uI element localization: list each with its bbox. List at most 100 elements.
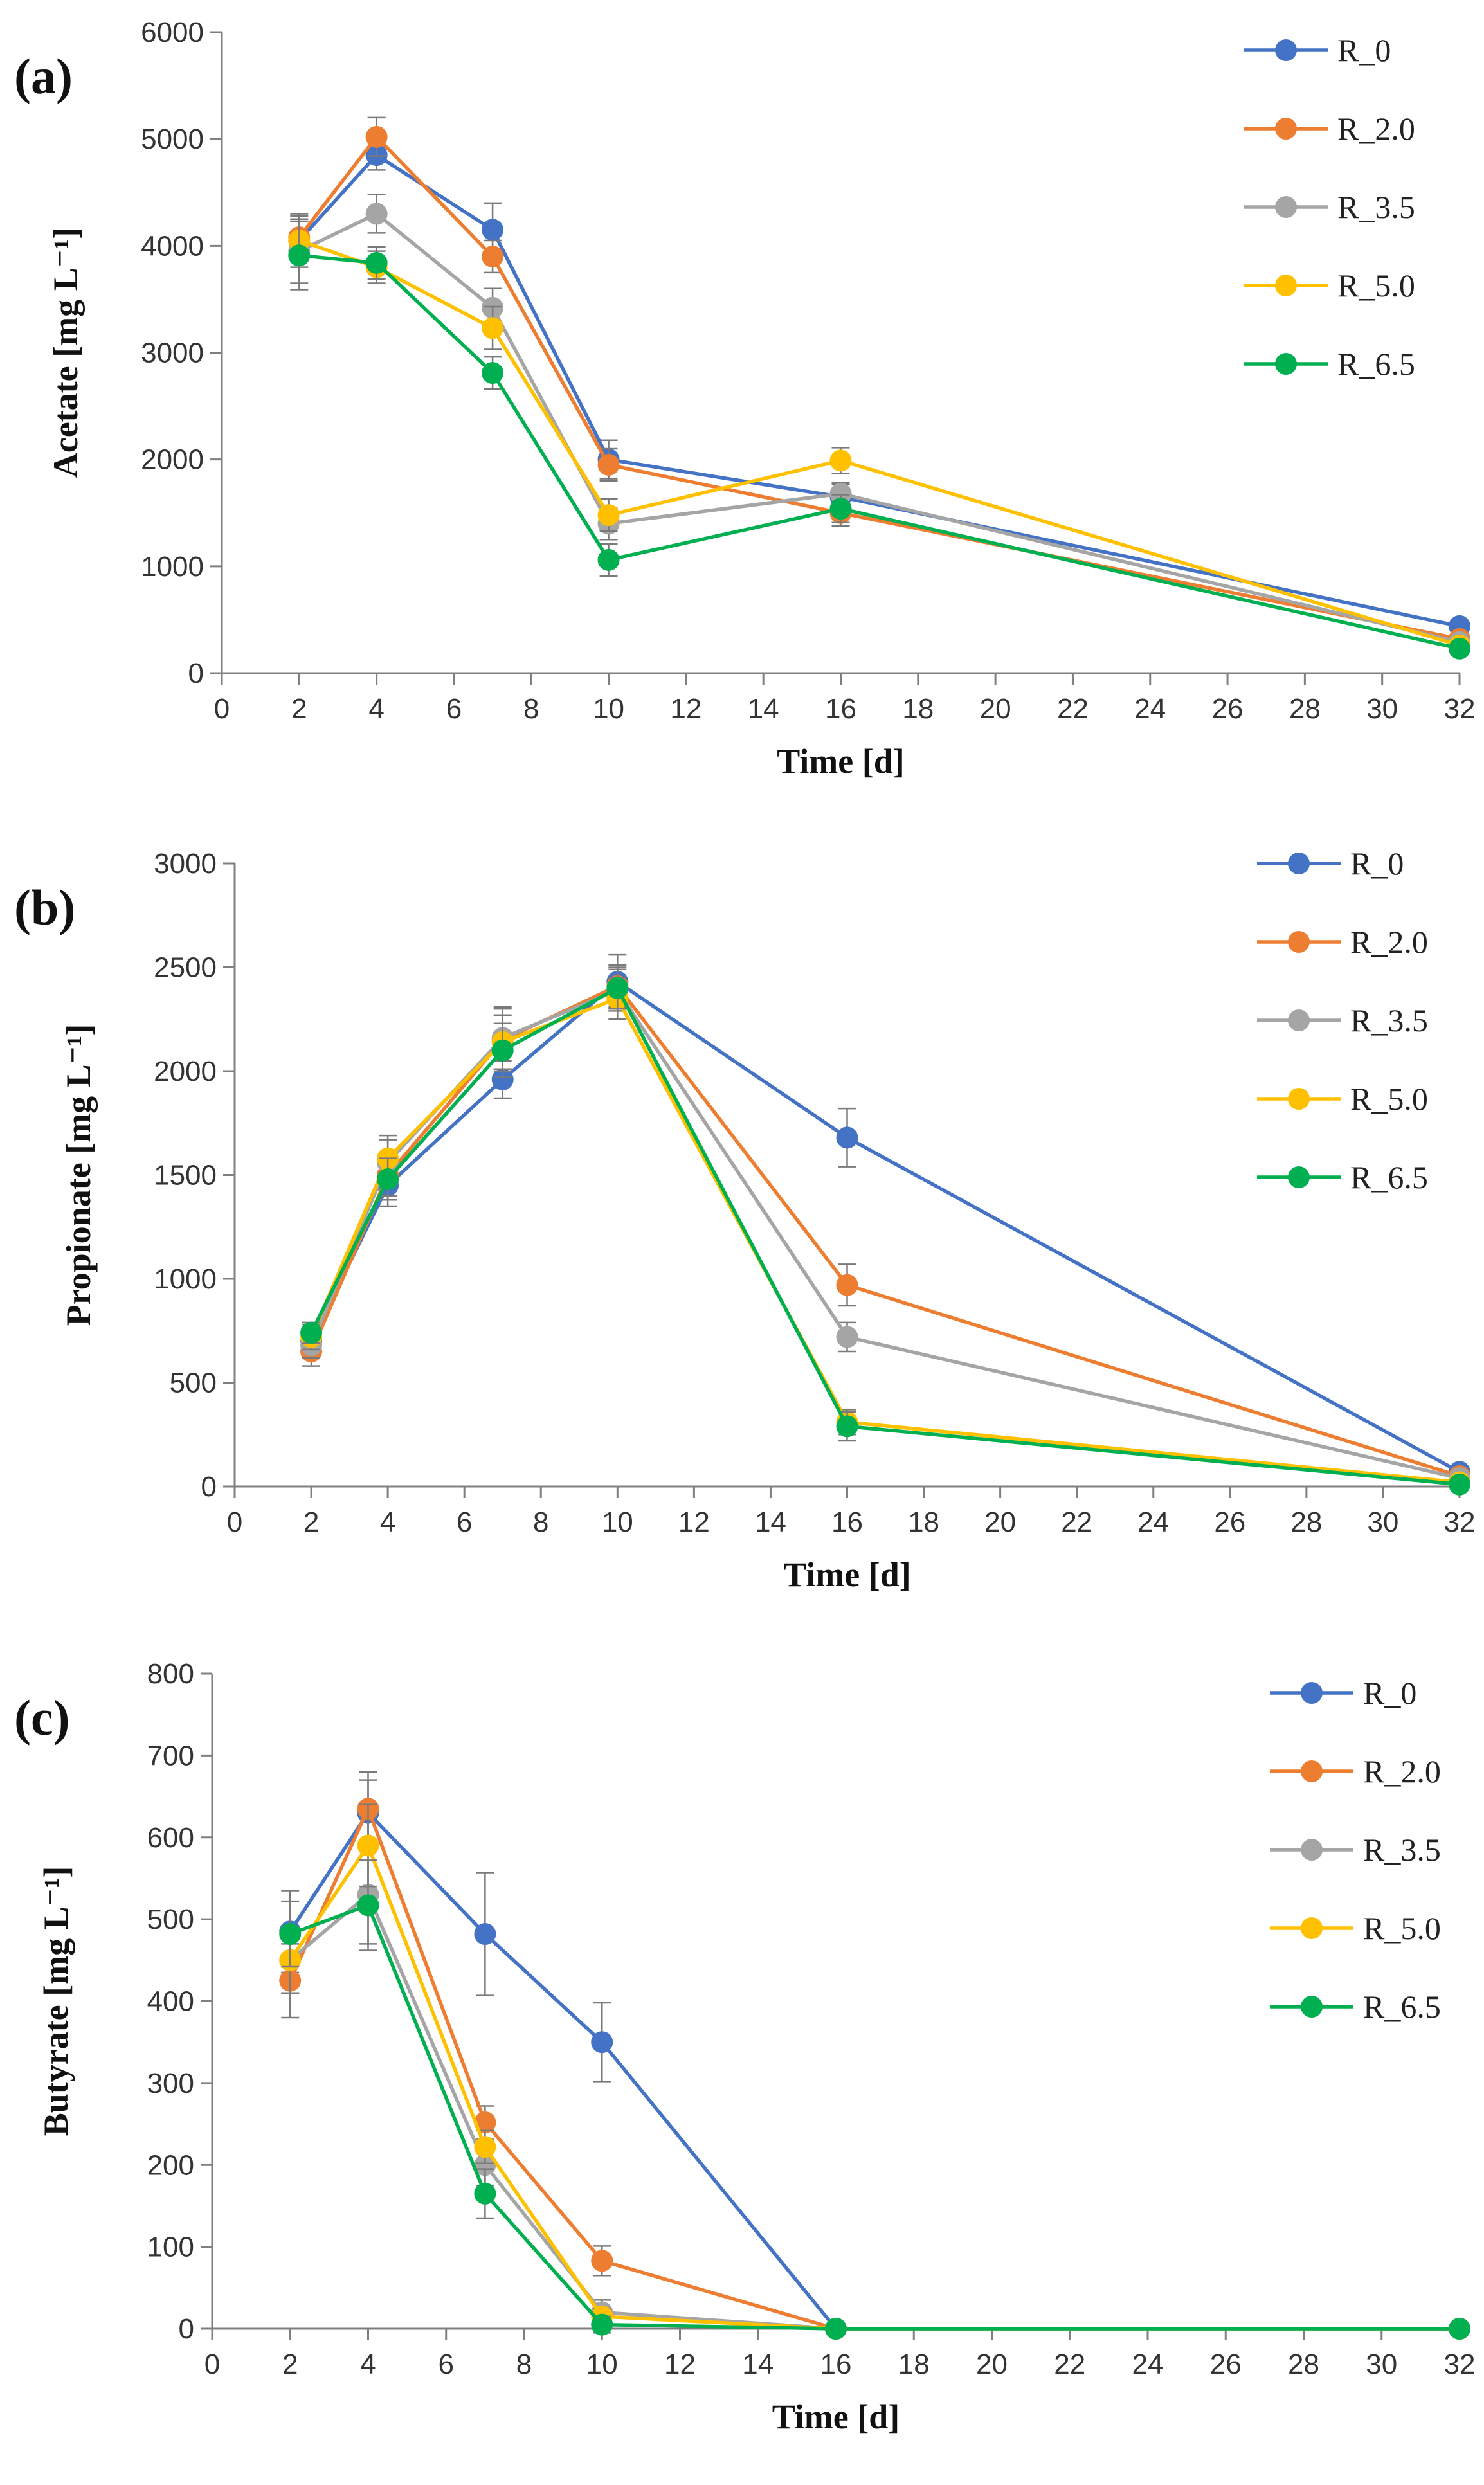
x-tick-label: 2 — [282, 2349, 298, 2380]
legend-label: R_3.5 — [1337, 189, 1415, 225]
legend: R_0 R_2.0 R_3.5 R_5.0 R_6.5 — [1244, 32, 1415, 382]
data-point — [491, 1068, 514, 1090]
series-line — [298, 239, 1460, 647]
x-tick-label: 2 — [291, 693, 307, 725]
x-tick-label: 10 — [593, 693, 624, 725]
y-tick-label: 5000 — [141, 123, 204, 155]
x-tick-label: 10 — [586, 2349, 618, 2380]
data-point — [597, 548, 620, 571]
x-tick-label: 8 — [516, 2349, 532, 2380]
data-point — [365, 251, 388, 274]
x-tick-label: 16 — [825, 693, 856, 725]
x-tick-label: 28 — [1289, 693, 1321, 725]
x-tick-label: 30 — [1366, 2349, 1397, 2380]
x-tick-label: 26 — [1212, 693, 1244, 725]
x-tick-label: 12 — [678, 1506, 710, 1538]
legend-label: R_0 — [1350, 845, 1404, 881]
data-point — [474, 2154, 496, 2176]
data-point — [829, 449, 852, 472]
x-tick-label: 6 — [439, 2349, 454, 2380]
legend-item: R_2.0 — [1270, 1753, 1441, 1789]
x-tick-label: 24 — [1132, 2349, 1164, 2380]
x-tick-label: 0 — [204, 2349, 220, 2380]
x-tick-label: 16 — [831, 1506, 863, 1538]
panel-label: (b) — [14, 880, 75, 935]
legend-item: R_6.5 — [1270, 1989, 1441, 2025]
data-point — [606, 977, 629, 999]
y-tick-label: 0 — [179, 2313, 194, 2345]
legend-label: R_6.5 — [1337, 346, 1415, 382]
x-tick-label: 30 — [1367, 1506, 1398, 1538]
y-tick-label: 500 — [170, 1368, 217, 1399]
x-tick-label: 20 — [976, 2349, 1008, 2380]
data-point — [1449, 637, 1470, 660]
legend-label: R_2.0 — [1350, 924, 1428, 960]
x-tick-label: 18 — [908, 1506, 939, 1538]
x-tick-label: 0 — [227, 1506, 242, 1538]
data-point — [829, 482, 852, 505]
y-tick-label: 500 — [147, 1904, 194, 1935]
data-point — [591, 2031, 613, 2054]
legend-item: R_5.0 — [1270, 1910, 1441, 1946]
legend-marker — [1275, 196, 1297, 218]
legend-item: R_0 — [1270, 1675, 1416, 1711]
legend-label: R_3.5 — [1363, 1832, 1441, 1868]
data-point — [482, 219, 504, 241]
x-tick-label: 14 — [742, 2349, 774, 2380]
x-tick-label: 6 — [446, 693, 462, 725]
data-point — [829, 498, 852, 520]
series-line — [298, 135, 1460, 641]
legend-item: R_5.0 — [1257, 1081, 1428, 1117]
series-R_2.0 — [288, 116, 1470, 650]
series-line — [299, 253, 1460, 651]
data-point — [474, 1923, 496, 1946]
series-R_2.0 — [279, 1771, 1470, 2340]
legend-marker — [1275, 275, 1297, 296]
y-tick-label: 3000 — [141, 338, 204, 369]
legend-marker — [1301, 1996, 1323, 2018]
data-point — [357, 1894, 379, 1917]
x-tick-label: 20 — [984, 1506, 1016, 1538]
y-tick-label: 1500 — [154, 1160, 217, 1191]
x-tick-label: 4 — [368, 693, 384, 725]
x-tick-label: 6 — [457, 1506, 472, 1538]
data-point — [365, 125, 388, 148]
legend-marker — [1301, 1917, 1323, 1939]
panel-label: (a) — [14, 48, 73, 104]
x-tick-label: 8 — [523, 693, 539, 725]
x-tick-label: 12 — [664, 2349, 696, 2380]
series-R_3.5 — [300, 968, 1470, 1490]
legend-marker — [1288, 853, 1310, 874]
series-line — [298, 212, 1460, 644]
legend-marker — [1288, 1166, 1310, 1188]
y-tick-label: 4000 — [141, 230, 204, 262]
series-R_2.0 — [300, 964, 1470, 1487]
data-point — [377, 1168, 399, 1190]
legend-label: R_0 — [1363, 1675, 1416, 1711]
data-point — [836, 1415, 858, 1438]
x-tick-label: 4 — [360, 2349, 376, 2380]
y-tick-label: 600 — [147, 1822, 194, 1854]
x-tick-label: 14 — [748, 693, 779, 725]
data-point — [825, 2318, 847, 2340]
x-axis-label: Time [d] — [783, 1555, 911, 1594]
data-point — [1449, 1473, 1470, 1496]
x-tick-label: 22 — [1057, 693, 1089, 725]
data-point — [482, 245, 504, 267]
y-tick-label: 2000 — [154, 1056, 217, 1087]
legend-label: R_2.0 — [1363, 1753, 1441, 1789]
y-tick-label: 1000 — [141, 551, 204, 583]
y-tick-label: 300 — [147, 2068, 194, 2099]
legend-marker — [1288, 1088, 1310, 1110]
x-tick-label: 24 — [1137, 1506, 1169, 1538]
y-tick-label: 3000 — [154, 848, 217, 880]
series-line — [309, 986, 1460, 1486]
data-point — [474, 2182, 496, 2205]
x-tick-label: 28 — [1290, 1506, 1322, 1538]
x-tick-label: 26 — [1214, 1506, 1245, 1538]
series-R_5.0 — [279, 1803, 1470, 2340]
series-R_5.0 — [300, 977, 1470, 1494]
x-tick-label: 14 — [755, 1506, 786, 1538]
legend-marker — [1275, 39, 1297, 61]
